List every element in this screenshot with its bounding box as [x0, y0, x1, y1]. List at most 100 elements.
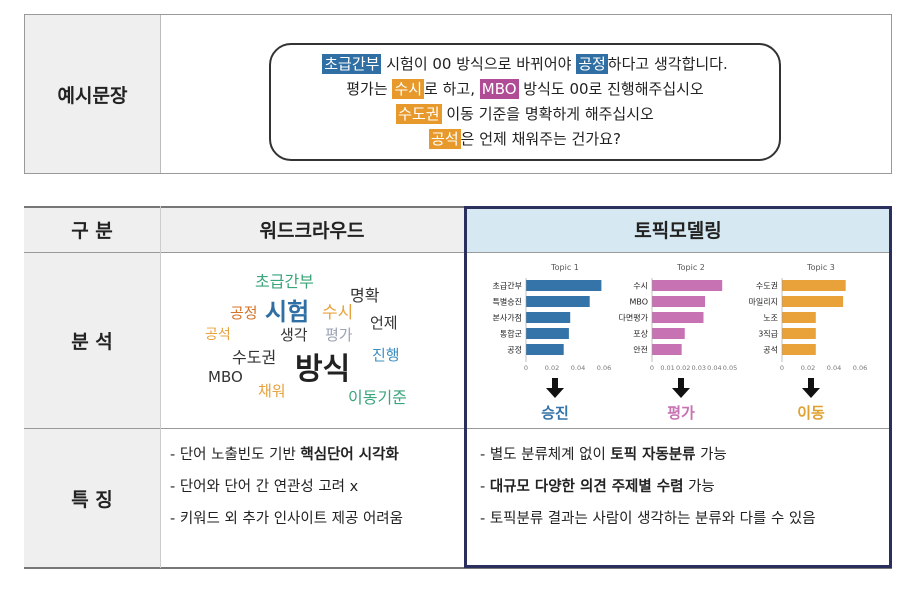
tick-label: 0	[780, 364, 784, 372]
feature-text: - 별도 분류체계 없이	[480, 447, 611, 463]
bar	[652, 296, 706, 307]
highlighted-keyword: 공정	[576, 54, 608, 74]
word-cloud-word: MBO	[208, 368, 243, 386]
bar	[782, 296, 844, 307]
down-arrow-icon	[802, 388, 820, 398]
divider	[24, 428, 892, 429]
word-cloud-word: 수도권	[232, 348, 277, 367]
feature-text: -	[480, 479, 490, 495]
category-label: 3직급	[758, 329, 778, 339]
category-label: 특별승진	[493, 297, 522, 307]
header-wordcloud: 워드크라우드	[160, 206, 464, 252]
down-arrow-icon	[808, 378, 814, 388]
row-label-analysis: 분 석	[24, 252, 160, 428]
example-header: 예시문장	[25, 15, 161, 173]
word-cloud-word: 초급간부	[255, 272, 314, 291]
category-label: 공정	[507, 345, 522, 355]
bar	[526, 296, 590, 307]
topic-features: - 별도 분류체계 없이 토픽 자동분류 가능 - 대규모 다양한 의견 주제별 …	[480, 442, 892, 538]
highlighted-keyword: 공석	[429, 129, 461, 149]
category-label: 다면평가	[619, 313, 649, 323]
category-label: 수도권	[756, 281, 778, 291]
word-cloud-word: 평가	[325, 326, 353, 344]
tick-label: 0.06	[597, 364, 611, 372]
bar	[526, 344, 564, 355]
category-label: 초급간부	[493, 281, 522, 291]
bar	[652, 328, 685, 339]
highlighted-keyword: 초급간부	[322, 54, 382, 74]
sentence-text: 평가는	[346, 80, 393, 98]
feature-text: - 단어와 단어 간 연관성 고려 x	[170, 479, 359, 495]
feature-text: - 단어 노출빈도 기반	[170, 447, 301, 463]
feature-text: - 키워드 외 추가 인사이트 제공 어려움	[170, 511, 403, 527]
word-cloud-word: 채워	[258, 382, 286, 400]
bar	[652, 344, 682, 355]
word-cloud-word: 명확	[350, 286, 380, 305]
word-cloud: 초급간부 명확 공정 시험 수시 언제 공석 생각 평가 수도권 방식 진행 MBO 채워 이동기준	[160, 252, 464, 428]
bar	[782, 312, 816, 323]
tick-label: 0.01	[660, 364, 674, 372]
word-cloud-word: 진행	[372, 346, 400, 364]
sentence-text: 은 언제 채워주는 건가요?	[460, 130, 621, 148]
word-cloud-word: 수시	[322, 303, 354, 323]
example-sentence: 수도권 이동 기준을 명확하게 해주십시오	[396, 102, 654, 127]
word-cloud-word: 언제	[370, 314, 398, 332]
tick-label: 0.06	[853, 364, 867, 372]
topic-result-label: 승진	[541, 404, 569, 422]
divider	[160, 206, 161, 568]
down-arrow-icon	[672, 388, 690, 398]
tick-label: 0.04	[707, 364, 721, 372]
tick-label: 0.05	[723, 364, 737, 372]
header-topic-modeling: 토픽모델링	[464, 206, 892, 252]
category-label: 통합군	[500, 330, 522, 339]
tick-label: 0.02	[676, 364, 690, 372]
word-cloud-word: 생각	[280, 326, 308, 344]
word-cloud-word: 공석	[205, 327, 231, 343]
feature-emphasis: 대규모 다양한 의견 주제별 수렴	[489, 479, 684, 495]
feature-emphasis: 토픽 자동분류	[610, 447, 696, 463]
bar	[652, 280, 723, 291]
sentence-text: 하다고 생각합니다.	[607, 55, 728, 73]
category-label: 안전	[633, 345, 648, 355]
feature-emphasis: 핵심단어 시각화	[300, 447, 399, 463]
word-cloud-word: 공정	[230, 304, 258, 322]
down-arrow-icon	[552, 378, 558, 388]
example-sentence: 공석 은 언제 채워주는 건가요?	[429, 127, 621, 152]
tick-label: 0.02	[545, 364, 559, 372]
feature-item: - 단어 노출빈도 기반 핵심단어 시각화	[170, 442, 464, 468]
bar	[526, 312, 571, 323]
word-cloud-word: 시험	[265, 298, 310, 326]
comparison-table: 구 분 워드크라우드 토픽모델링 분 석 특 징 초급간부 명확 공정 시험 수시 언제 공…	[24, 206, 892, 569]
topic-modeling-highlight-box	[464, 206, 892, 568]
sentence-text: 시험이 00 방식으로 바뀌어야	[381, 55, 577, 73]
wordcloud-features: - 단어 노출빈도 기반 핵심단어 시각화 - 단어와 단어 간 연관성 고려 x…	[170, 442, 464, 538]
tick-label: 0.02	[801, 364, 815, 372]
word-cloud-word: 이동기준	[348, 388, 407, 407]
example-table: 예시문장 초급간부 시험이 00 방식으로 바뀌어야 공정 하다고 생각합니다. 평…	[24, 14, 892, 174]
feature-item: - 단어와 단어 간 연관성 고려 x	[170, 474, 464, 500]
feature-text: 가능	[683, 479, 715, 495]
header-category: 구 분	[24, 206, 160, 252]
example-speech-bubble: 초급간부 시험이 00 방식으로 바뀌어야 공정 하다고 생각합니다. 평가는 수시…	[269, 43, 781, 161]
feature-item: - 대규모 다양한 의견 주제별 수렴 가능	[480, 474, 892, 500]
highlighted-keyword: MBO	[479, 79, 519, 99]
bar	[782, 344, 816, 355]
topic-result-label: 평가	[667, 404, 695, 422]
tick-label: 0	[650, 364, 654, 372]
feature-item: - 키워드 외 추가 인사이트 제공 어려움	[170, 506, 464, 532]
category-label: 본사가점	[493, 313, 522, 323]
bar	[526, 328, 569, 339]
divider	[24, 567, 892, 569]
highlighted-keyword: 수시	[392, 79, 425, 99]
category-label: MBO	[629, 298, 648, 307]
down-arrow-icon	[678, 378, 684, 388]
sentence-text: 로 하고,	[424, 80, 480, 98]
divider	[24, 252, 892, 253]
divider	[24, 206, 892, 208]
chart-title: Topic 3	[806, 263, 835, 272]
row-label-features: 특 징	[24, 428, 160, 568]
bar	[782, 328, 816, 339]
tick-label: 0	[524, 364, 528, 372]
feature-text: 가능	[695, 447, 727, 463]
